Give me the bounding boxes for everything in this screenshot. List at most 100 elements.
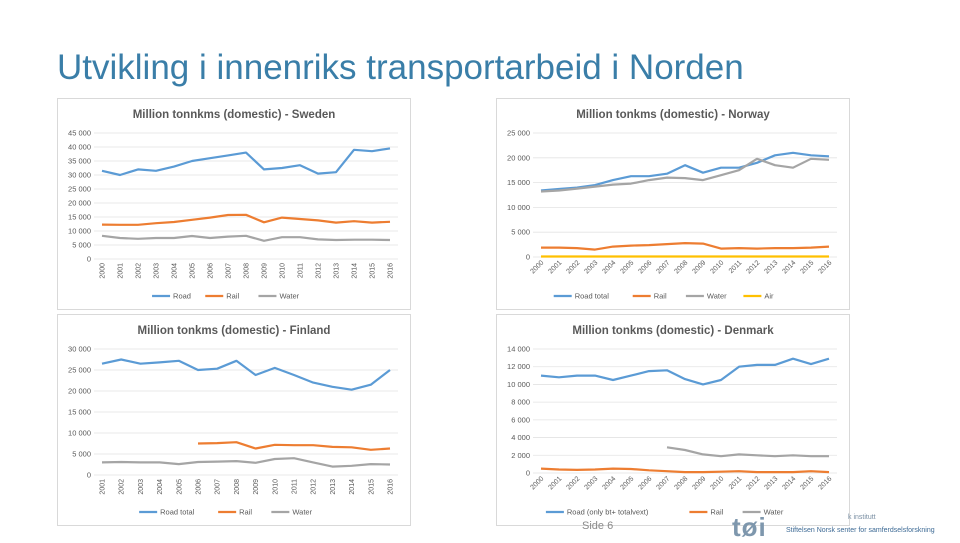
- y-tick-label: 20 000: [68, 199, 91, 208]
- legend-label: Road: [173, 292, 191, 301]
- x-tick-label: 2001: [118, 263, 125, 279]
- chart-sweden: Million tonnkms (domestic) - Sweden 0 5 00…: [57, 98, 411, 310]
- x-tick-label: 2009: [253, 479, 260, 495]
- chart-finland-svg: Million tonkms (domestic) - Finland 0 5 00…: [68, 325, 398, 517]
- x-tick-label: 2012: [745, 475, 761, 491]
- chart-sweden-svg: Million tonnkms (domestic) - Sweden 0 5 00…: [68, 109, 398, 301]
- legend-label: Rail: [654, 292, 667, 301]
- x-tick-label: 2009: [691, 259, 707, 275]
- legend-label: Road total: [575, 292, 610, 301]
- y-tick-label: 5 000: [72, 241, 91, 250]
- y-tick-label: 4 000: [511, 433, 530, 442]
- y-tick-label: 40 000: [68, 143, 91, 152]
- x-tick-label: 2003: [154, 263, 161, 279]
- x-tick-label: 2001: [547, 475, 563, 491]
- x-tick-label: 2007: [215, 479, 222, 495]
- y-tick-label: 30 000: [68, 171, 91, 180]
- legend-label: Rail: [239, 508, 252, 517]
- series-line-road-total: [101, 358, 391, 391]
- x-tick-label: 2006: [637, 259, 653, 275]
- x-tick-label: 2012: [745, 259, 761, 275]
- y-tick-label: 15 000: [68, 408, 91, 417]
- x-tick-label: 2006: [196, 479, 203, 495]
- y-tick-label: 5 000: [72, 450, 91, 459]
- y-tick-label: 15 000: [68, 213, 91, 222]
- legend-label: Water: [292, 508, 312, 517]
- x-tick-label: 2002: [565, 259, 581, 275]
- y-tick-label: 20 000: [68, 387, 91, 396]
- x-tick-label: 2005: [619, 259, 635, 275]
- x-tick-label: 2003: [138, 479, 145, 495]
- legend-label: Air: [764, 292, 774, 301]
- x-tick-label: 2009: [262, 263, 269, 279]
- chart-norway: Million tonkms (domestic) - Norway 0 5 000…: [496, 98, 850, 310]
- legend-label: Water: [707, 292, 727, 301]
- legend-label: Rail: [226, 292, 239, 301]
- chart-denmark-svg: Million tonkms (domestic) - Denmark 0 2 00…: [507, 325, 837, 517]
- x-tick-label: 2008: [673, 475, 689, 491]
- y-tick-label: 15 000: [507, 178, 530, 187]
- series-line-road-only-bt-totalvext: [540, 357, 830, 386]
- y-tick-label: 25 000: [507, 129, 530, 138]
- y-tick-label: 20 000: [507, 153, 530, 162]
- series-line-road: [101, 147, 391, 177]
- y-tick-label: 25 000: [68, 185, 91, 194]
- x-tick-label: 2006: [637, 475, 653, 491]
- x-tick-label: 2000: [529, 259, 545, 275]
- x-tick-label: 2003: [583, 475, 599, 491]
- x-tick-label: 2002: [136, 263, 143, 279]
- x-tick-label: 2004: [172, 263, 179, 279]
- legend-label: Water: [279, 292, 299, 301]
- x-tick-label: 2002: [119, 479, 126, 495]
- y-tick-label: 10 000: [507, 203, 530, 212]
- series-line-water: [101, 457, 391, 468]
- x-tick-label: 2010: [709, 259, 725, 275]
- chart-finland: Million tonkms (domestic) - Finland 0 5 00…: [57, 314, 411, 526]
- x-tick-label: 2009: [691, 475, 707, 491]
- x-tick-label: 2004: [157, 479, 164, 495]
- x-tick-label: 2016: [817, 259, 833, 275]
- x-tick-label: 2013: [330, 479, 337, 495]
- x-tick-label: 2008: [244, 263, 251, 279]
- x-tick-label: 2005: [619, 475, 635, 491]
- x-tick-label: 2005: [176, 479, 183, 495]
- x-tick-label: 2012: [311, 479, 318, 495]
- y-tick-label: 12 000: [507, 362, 530, 371]
- chart-title: Million tonnkms (domestic) - Sweden: [133, 109, 336, 121]
- x-tick-label: 2011: [292, 479, 299, 494]
- x-tick-label: 2010: [709, 475, 725, 491]
- org-name-line1: k institutt: [848, 514, 876, 521]
- chart-title: Million tonkms (domestic) - Finland: [138, 325, 331, 337]
- x-tick-label: 2002: [565, 475, 581, 491]
- y-tick-label: 0: [526, 469, 530, 478]
- x-tick-label: 2007: [226, 263, 233, 279]
- y-tick-label: 45 000: [68, 129, 91, 138]
- x-tick-label: 2008: [234, 479, 241, 495]
- y-tick-label: 8 000: [511, 398, 530, 407]
- legend-label: Road total: [160, 508, 195, 517]
- x-tick-label: 2011: [728, 259, 744, 275]
- x-tick-label: 2006: [208, 263, 215, 279]
- x-tick-label: 2015: [368, 479, 375, 495]
- series-line-rail: [541, 242, 830, 251]
- x-tick-label: 2013: [334, 263, 341, 279]
- x-tick-label: 2011: [728, 475, 744, 491]
- x-tick-label: 2012: [316, 263, 323, 279]
- x-tick-label: 2010: [280, 263, 287, 279]
- series-line-water: [101, 234, 391, 242]
- y-tick-label: 5 000: [511, 228, 530, 237]
- series-line-water: [666, 446, 829, 458]
- series-line-rail: [197, 441, 391, 451]
- page-number: Side 6: [582, 520, 614, 532]
- x-tick-label: 2008: [673, 259, 689, 275]
- y-tick-label: 14 000: [507, 345, 530, 354]
- x-tick-label: 2011: [298, 263, 305, 278]
- y-tick-label: 2 000: [511, 451, 530, 460]
- chart-title: Million tonkms (domestic) - Norway: [576, 109, 770, 121]
- y-tick-label: 0: [526, 253, 530, 262]
- x-tick-label: 2003: [583, 259, 599, 275]
- y-tick-label: 0: [87, 255, 91, 264]
- y-tick-label: 6 000: [511, 415, 530, 424]
- legend-label: Road (only bt+ totalvext): [567, 508, 649, 517]
- org-name-line2: Stiftelsen Norsk senter for samferdselsf…: [786, 527, 935, 534]
